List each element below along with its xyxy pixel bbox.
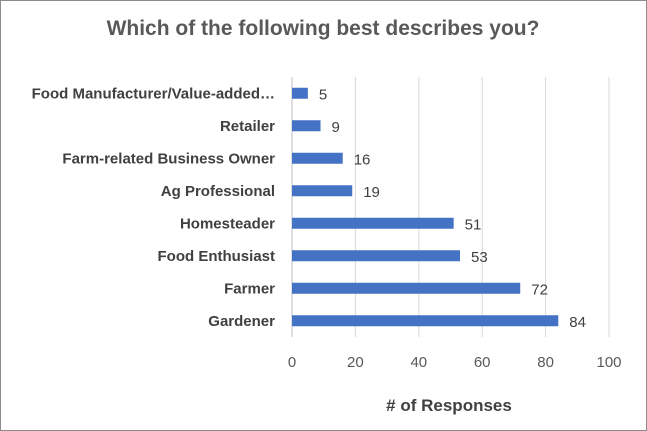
data-label: 5	[319, 86, 327, 103]
bar	[292, 185, 353, 197]
category-label: Food Manufacturer/Value-added…	[32, 85, 275, 102]
bar	[292, 87, 308, 99]
category-label: Retailer	[220, 118, 275, 135]
category-label: Food Enthusiast	[158, 248, 276, 265]
x-axis-title: # of Responses	[386, 396, 512, 415]
x-tick-label: 80	[537, 354, 554, 371]
x-tick-label: 20	[347, 354, 364, 371]
bar	[292, 217, 454, 229]
x-tick-label: 40	[410, 354, 427, 371]
data-label: 19	[363, 184, 380, 201]
bar	[292, 315, 559, 327]
bars	[292, 87, 559, 327]
labels: 0 20 40 60 80 100 Food Manufacturer/Value-adde…	[32, 85, 622, 371]
data-label: 84	[569, 314, 586, 331]
category-label: Farm-related Business Owner	[62, 150, 275, 167]
x-tick-label: 0	[288, 354, 296, 371]
bar	[292, 250, 461, 262]
x-tick-label: 60	[474, 354, 491, 371]
category-label: Ag Professional	[161, 183, 275, 200]
x-tick-label: 100	[596, 354, 621, 371]
data-label: 72	[531, 281, 548, 298]
category-label: Gardener	[208, 313, 275, 330]
bar	[292, 282, 521, 294]
bar	[292, 152, 343, 164]
category-label: Homesteader	[180, 215, 275, 232]
data-label: 53	[471, 249, 488, 266]
data-label: 51	[465, 216, 482, 233]
data-label: 9	[332, 119, 340, 136]
gridlines	[291, 77, 610, 337]
category-label: Farmer	[224, 280, 275, 297]
chart-title: Which of the following best describes yo…	[107, 17, 540, 40]
bar	[292, 120, 321, 132]
data-label: 16	[354, 151, 371, 168]
